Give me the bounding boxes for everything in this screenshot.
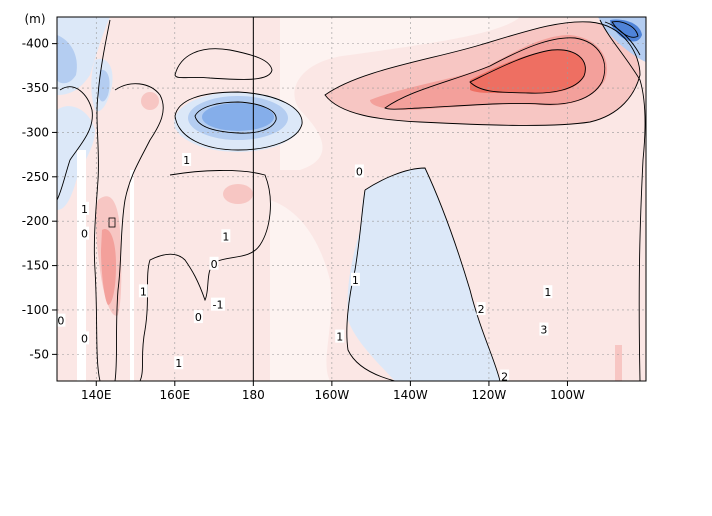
neutral-zone-deep-central — [270, 200, 332, 381]
contour-label-bg — [335, 329, 345, 343]
x-tick-label: 100W — [550, 388, 585, 402]
y-tick-label: -100 — [22, 303, 49, 317]
contour-line — [364, 167, 501, 381]
contour-label-bg — [56, 313, 66, 327]
x-tick-label: 120W — [472, 388, 507, 402]
grid — [57, 17, 646, 381]
x-tick-label: 140W — [393, 388, 428, 402]
contour-label: 0 — [81, 228, 88, 241]
contour-label-bg — [543, 285, 553, 299]
warm-east-deep-edge — [615, 345, 622, 381]
x-tick-label: 140E — [81, 388, 112, 402]
contour-label: 1 — [544, 286, 551, 299]
contour-line — [611, 21, 639, 38]
contour-label-bg — [79, 226, 89, 240]
cold-tongue — [347, 168, 500, 381]
filled-contours — [57, 17, 646, 381]
missing-strip-1 — [77, 150, 86, 381]
x-axis: 140E 160E 180 160W 140W 120W 100W — [81, 381, 585, 402]
y-axis-unit-label: (m) — [24, 12, 45, 26]
contour-label-bg — [539, 322, 549, 336]
contour-line — [139, 170, 271, 381]
contour-label-bg — [174, 356, 184, 370]
contour-label-bg — [500, 369, 510, 383]
contour-line — [114, 83, 164, 381]
contour-line — [57, 86, 93, 201]
contour-line — [469, 49, 586, 94]
contour-label: 1 — [81, 203, 88, 216]
cold-east-surface-core — [610, 19, 642, 42]
contour-label-bg — [209, 256, 219, 270]
warm-spot-170e — [223, 184, 253, 204]
contour-label-bg — [476, 302, 486, 316]
y-axis: -50 -100 -150 -200 -250 -300 -350 -400 — [22, 37, 57, 361]
x-tick-label: 160W — [314, 388, 349, 402]
contour-label-bg — [221, 229, 231, 243]
x-tick-label: 180 — [242, 388, 265, 402]
y-tick-label: -400 — [22, 37, 49, 51]
contour-label: 0 — [81, 332, 88, 345]
contour-line — [194, 101, 277, 134]
contour-label-bg — [138, 284, 148, 298]
contour-line — [384, 37, 606, 110]
contour-label-bg — [79, 331, 89, 345]
contour-line — [599, 19, 646, 381]
contour-label: 1 — [140, 285, 147, 298]
y-tick-label: -250 — [22, 170, 49, 184]
contour-label: 0 — [195, 311, 202, 324]
cold-west-mid — [57, 106, 95, 210]
y-tick-label: -50 — [29, 347, 49, 361]
contour-label: -1 — [213, 299, 224, 312]
contour-label: 2 — [501, 371, 508, 384]
contour-label-bg — [210, 297, 225, 311]
contour-label: 1 — [352, 274, 359, 287]
warm-core-inner — [470, 49, 586, 94]
contour-label-bg — [354, 164, 364, 178]
contour-line — [93, 19, 111, 381]
y-tick-label: -200 — [22, 214, 49, 228]
y-tick-label: -150 — [22, 259, 49, 273]
warm-spot-148e — [141, 92, 159, 110]
contour-label: 1 — [183, 154, 190, 167]
missing-strip-2 — [130, 170, 134, 381]
contour-label-bg — [79, 201, 89, 215]
y-tick-label: -350 — [22, 81, 49, 95]
contour-line — [324, 21, 641, 126]
contour-line — [174, 91, 303, 151]
contour-lines — [57, 19, 646, 381]
contour-label: 1 — [222, 230, 229, 243]
contour-label: 1 — [336, 331, 343, 344]
warm-patch-140e-core — [101, 229, 116, 305]
contour-label: 3 — [540, 324, 547, 337]
contour-label-bg — [193, 310, 203, 324]
contour-label: 0 — [211, 258, 218, 271]
cold-strip-west-dark — [98, 69, 110, 102]
x-tick-label: 160E — [160, 388, 191, 402]
plot-frame — [56, 16, 647, 382]
y-tick-label: -300 — [22, 125, 49, 139]
cold-west-upper-mid — [57, 35, 77, 84]
cold-core-inner — [202, 103, 274, 131]
contour-line — [346, 189, 396, 381]
contour-label: 0 — [57, 315, 64, 328]
contour-label-bg — [350, 272, 360, 286]
contour-line — [174, 48, 273, 80]
contour-label: 2 — [478, 303, 485, 316]
neutral-zone-central — [280, 17, 520, 170]
warm-patch-140e-box — [108, 217, 116, 228]
contour-label: 0 — [356, 165, 363, 178]
contour-label-bg — [182, 152, 192, 166]
contour-label: 1 — [175, 357, 182, 370]
contour-labels: 1 0 0 1 0 -1 0 1 0 1 1 0 1 1 2 3 2 1 — [56, 152, 553, 384]
